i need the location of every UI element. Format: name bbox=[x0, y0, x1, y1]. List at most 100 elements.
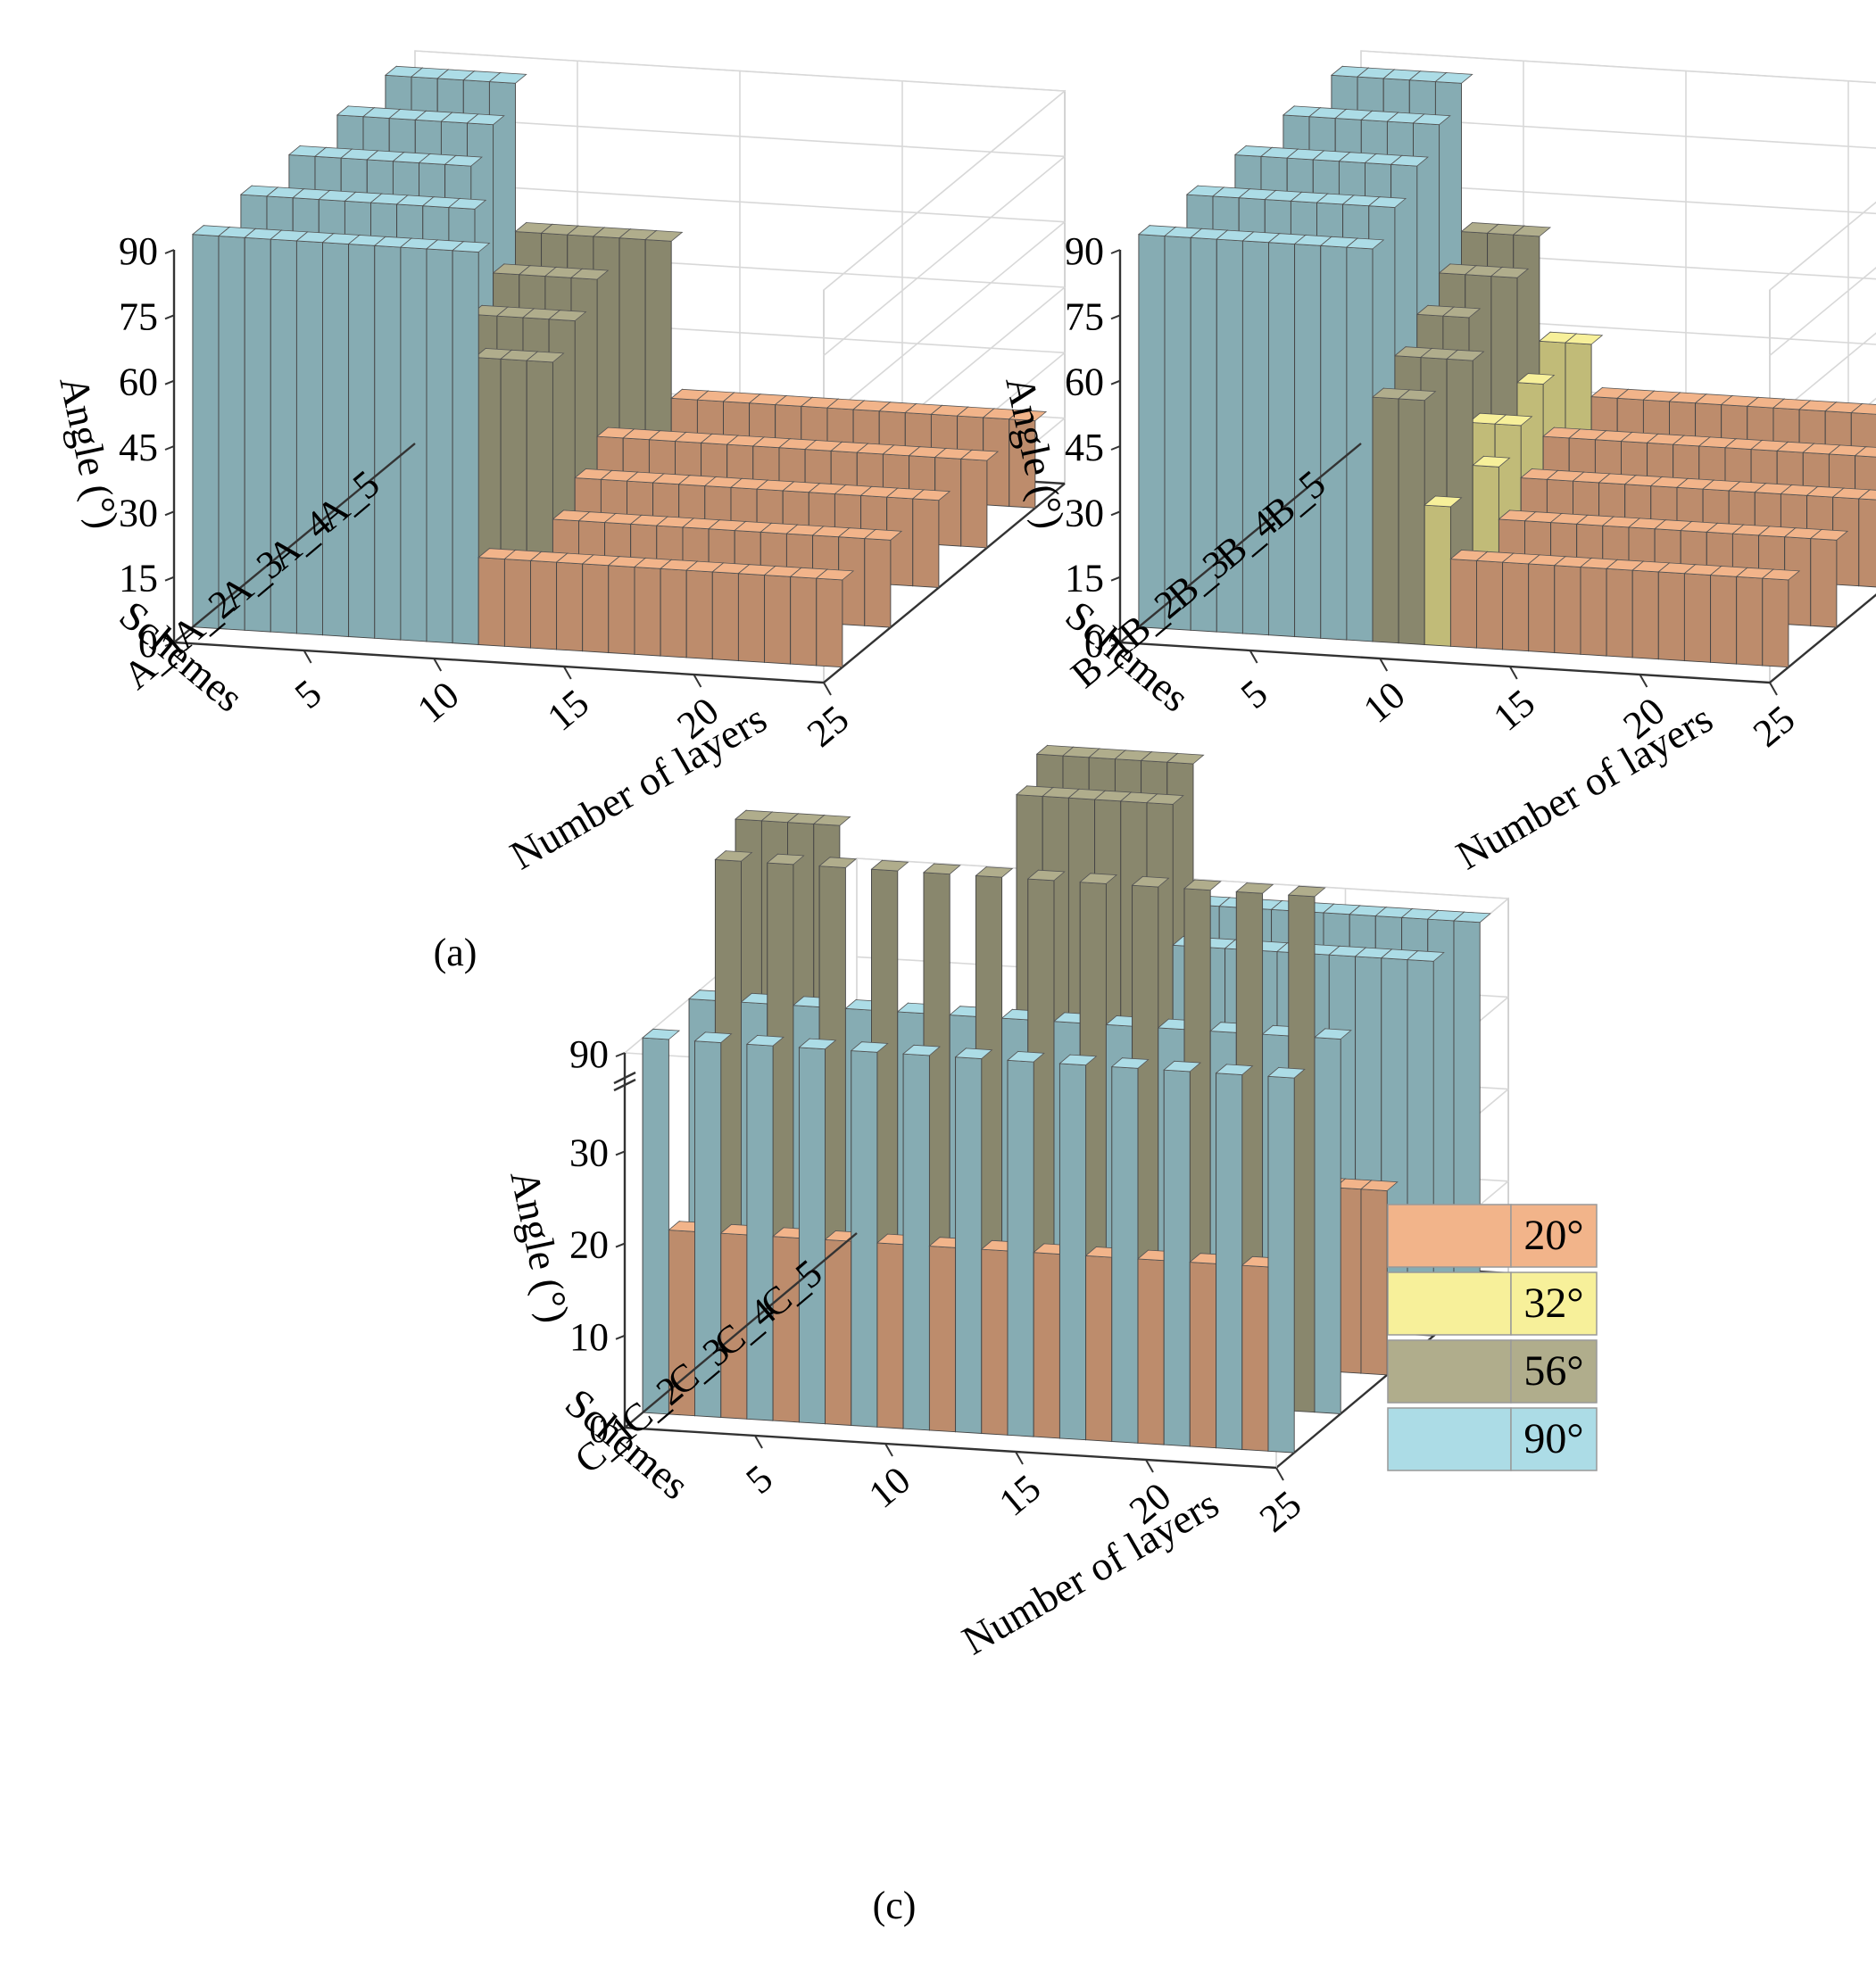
bar-top bbox=[1512, 225, 1552, 237]
x-tick bbox=[1015, 1451, 1024, 1465]
bar-B_3-layer-25 bbox=[1857, 489, 1876, 588]
bar-front bbox=[1736, 576, 1764, 667]
y-tick-label: 75 bbox=[119, 294, 158, 338]
bar-front bbox=[798, 1047, 826, 1425]
bar-front bbox=[426, 248, 453, 644]
bar-front bbox=[1294, 244, 1322, 639]
bar-front bbox=[1398, 398, 1425, 645]
bar-top bbox=[815, 568, 855, 581]
x-tick bbox=[1769, 682, 1778, 696]
bar-A_1-layer-8 bbox=[373, 236, 413, 641]
grid-line bbox=[1769, 267, 1876, 356]
bar-front bbox=[1449, 559, 1477, 649]
bar-C_1-layer-24 bbox=[1241, 1255, 1280, 1452]
bar-front bbox=[503, 559, 531, 649]
x-tick-label: 15 bbox=[539, 681, 597, 740]
bar-top bbox=[1026, 869, 1066, 882]
bar-C_2-layer-25 bbox=[1313, 1028, 1352, 1414]
y-tick bbox=[1110, 445, 1121, 451]
x-tick bbox=[823, 682, 832, 696]
y-tick-label: 90 bbox=[569, 1032, 609, 1076]
y-tick bbox=[1110, 642, 1121, 647]
bar-top bbox=[745, 1035, 784, 1047]
x-axis-title: Number of layers bbox=[955, 1480, 1226, 1663]
x-axis bbox=[173, 641, 825, 684]
bar-top bbox=[644, 230, 684, 242]
y-tick-label: 10 bbox=[569, 1315, 609, 1359]
bar-B_1-layer-2 bbox=[1163, 226, 1203, 631]
bar-front bbox=[1314, 1037, 1341, 1414]
bar-front bbox=[1163, 1069, 1191, 1447]
bar-top bbox=[1854, 446, 1876, 458]
bar-top bbox=[818, 857, 858, 868]
y-tick bbox=[615, 1150, 626, 1156]
y-tick-label: 45 bbox=[1065, 426, 1104, 469]
y-tick bbox=[1110, 314, 1121, 320]
bar-front bbox=[582, 563, 610, 653]
x-tick bbox=[1145, 1459, 1154, 1473]
legend-swatch bbox=[1387, 1271, 1512, 1336]
panel-caption: (c) bbox=[873, 1884, 917, 1927]
x-tick-label: 15 bbox=[1485, 681, 1543, 740]
bar-A_1-layer-17 bbox=[607, 555, 647, 655]
x-tick-label: 10 bbox=[409, 673, 467, 732]
x-axis-title: Number of layers bbox=[502, 695, 774, 878]
bar-front bbox=[1683, 573, 1712, 663]
bar-front bbox=[348, 244, 376, 639]
legend: 20° 32° 56° 90° bbox=[1387, 1204, 1598, 1471]
bar-top bbox=[1215, 1064, 1254, 1075]
bar-front bbox=[1858, 498, 1876, 588]
bar-A_1-layer-5 bbox=[295, 231, 335, 636]
bar-C_1-layer-2 bbox=[668, 1220, 707, 1417]
x-tick-label: 10 bbox=[1355, 673, 1413, 732]
bar-top bbox=[1163, 1060, 1202, 1073]
bar-front bbox=[1502, 561, 1530, 652]
bar-top bbox=[488, 72, 527, 84]
y-tick bbox=[615, 1334, 626, 1340]
z-axis bbox=[1119, 443, 1362, 643]
bar-top bbox=[922, 863, 961, 875]
bar-top bbox=[975, 866, 1014, 878]
bar-front bbox=[1810, 538, 1838, 628]
bar-top bbox=[1406, 950, 1445, 962]
bar-B_1-layer-12 bbox=[1424, 495, 1463, 647]
bar-front bbox=[737, 573, 766, 663]
x-axis bbox=[1119, 641, 1771, 684]
bar-front bbox=[452, 250, 479, 645]
bar-A_3-layer-25 bbox=[911, 489, 951, 588]
x-tick bbox=[433, 658, 443, 672]
bar-front bbox=[864, 538, 892, 628]
bar-B_1-layer-19 bbox=[1606, 559, 1645, 658]
y-tick bbox=[164, 379, 175, 385]
bar-front bbox=[660, 567, 687, 658]
bar-C_1-layer-1 bbox=[642, 1028, 681, 1415]
y-tick-label: 30 bbox=[119, 491, 158, 534]
bar-front bbox=[1360, 1189, 1388, 1376]
bar-A_1-layer-7 bbox=[347, 234, 386, 639]
bar-A_1-layer-23 bbox=[763, 565, 802, 665]
bar-top bbox=[1398, 389, 1437, 402]
bar-top bbox=[1345, 237, 1385, 250]
bar-row-C_1 bbox=[642, 1028, 1306, 1454]
bar-B_1-layer-1 bbox=[1137, 224, 1177, 629]
bar-top bbox=[766, 853, 805, 866]
y-tick bbox=[1110, 576, 1121, 582]
bar-C_5-layer-25 bbox=[1452, 911, 1491, 1298]
bar-C_1-layer-3 bbox=[693, 1031, 733, 1418]
y-tick bbox=[164, 576, 175, 582]
bar-top bbox=[1166, 752, 1205, 765]
bar-front bbox=[1372, 396, 1399, 644]
x-axis bbox=[624, 1426, 1277, 1470]
bar-top bbox=[1235, 882, 1274, 894]
bar-C_1-layer-21 bbox=[1163, 1060, 1202, 1447]
bar-front bbox=[685, 569, 713, 660]
legend-label-bg bbox=[1510, 1271, 1598, 1336]
axis-break-mark bbox=[613, 1078, 636, 1092]
y-tick-label: 60 bbox=[119, 360, 158, 404]
axis-break-mark bbox=[613, 1071, 636, 1085]
bar-front bbox=[1320, 244, 1348, 641]
x-tick bbox=[303, 650, 312, 664]
legend-swatch bbox=[1387, 1407, 1512, 1471]
bar-C_1-layer-11 bbox=[902, 1044, 942, 1431]
